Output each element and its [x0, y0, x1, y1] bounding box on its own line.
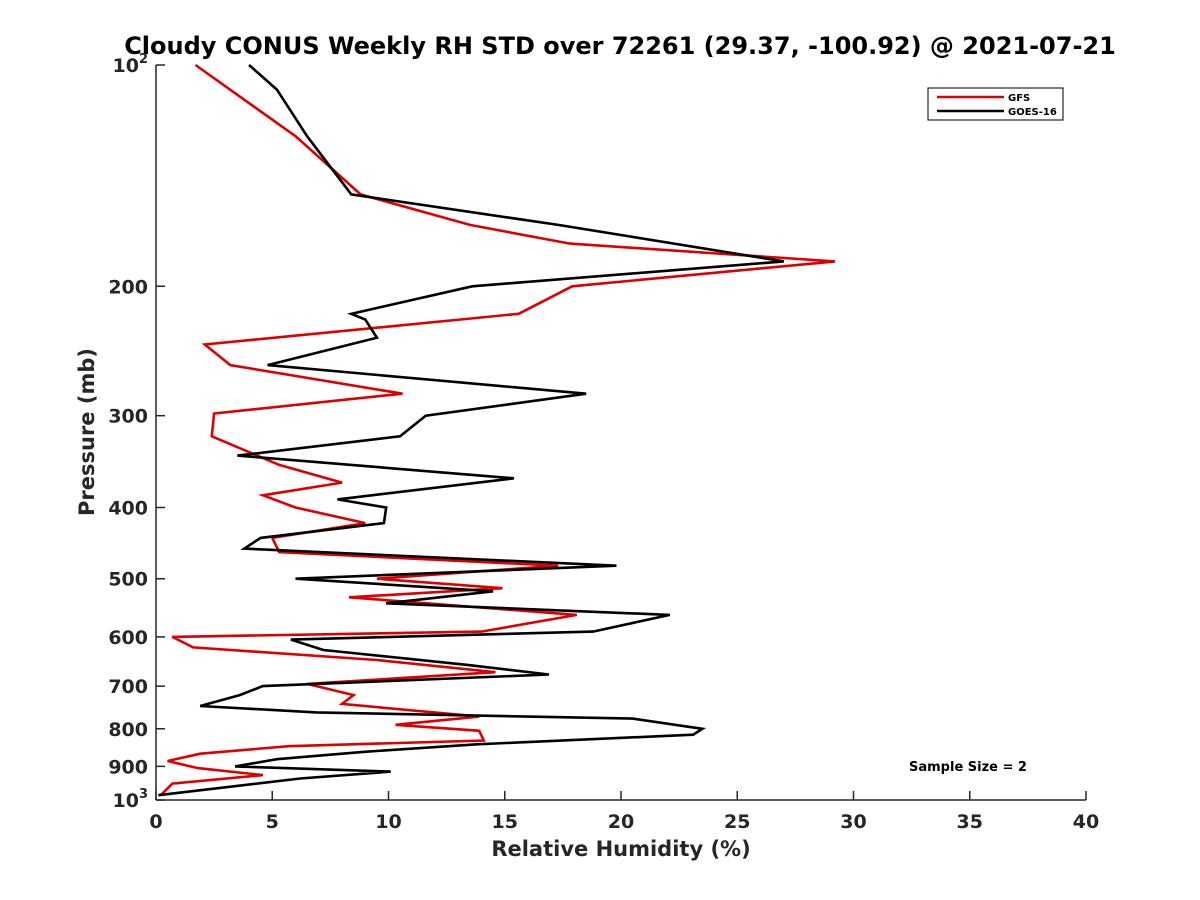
y-tick-label: 400 — [108, 498, 148, 520]
y-tick-label: 600 — [108, 627, 148, 649]
y-ticks: 102 200 300 400 500 600 700 800 900 103 — [108, 52, 165, 812]
series-line-goes16 — [158, 64, 785, 797]
y-tick-label: 200 — [108, 276, 148, 298]
x-tick-label: 10 — [375, 811, 401, 833]
x-tick-label: 35 — [957, 811, 983, 833]
x-tick-label: 0 — [149, 811, 162, 833]
x-tick-label: 30 — [840, 811, 866, 833]
series-lines — [158, 63, 836, 797]
legend-label-gfs: GFS — [1008, 93, 1030, 104]
chart-title: Cloudy CONUS Weekly RH STD over 72261 (2… — [124, 32, 1116, 60]
legend-box — [927, 87, 1064, 121]
y-tick-label: 103 — [113, 787, 149, 812]
axes — [155, 65, 1086, 801]
x-axis-label: Relative Humidity (%) — [491, 837, 750, 861]
y-tick-label: 102 — [113, 52, 149, 77]
x-tick-label: 5 — [266, 811, 279, 833]
y-tick-label: 900 — [108, 756, 148, 778]
legend-label-goes16: GOES-16 — [1008, 107, 1057, 118]
x-tick-label: 40 — [1073, 811, 1099, 833]
y-tick-label: 800 — [108, 719, 148, 741]
series-line-gfs — [159, 63, 836, 797]
sample-size-annotation: Sample Size = 2 — [909, 760, 1027, 775]
x-ticks: 0 5 10 15 20 25 30 35 40 — [149, 791, 1099, 833]
y-tick-label: 700 — [108, 676, 148, 698]
x-tick-label: 15 — [492, 811, 518, 833]
y-axis-label: Pressure (mb) — [75, 348, 99, 516]
x-tick-label: 20 — [608, 811, 634, 833]
x-tick-label: 25 — [724, 811, 750, 833]
y-tick-label: 300 — [108, 406, 148, 428]
legend: GFS GOES-16 — [927, 87, 1064, 121]
y-tick-label: 500 — [108, 569, 148, 591]
